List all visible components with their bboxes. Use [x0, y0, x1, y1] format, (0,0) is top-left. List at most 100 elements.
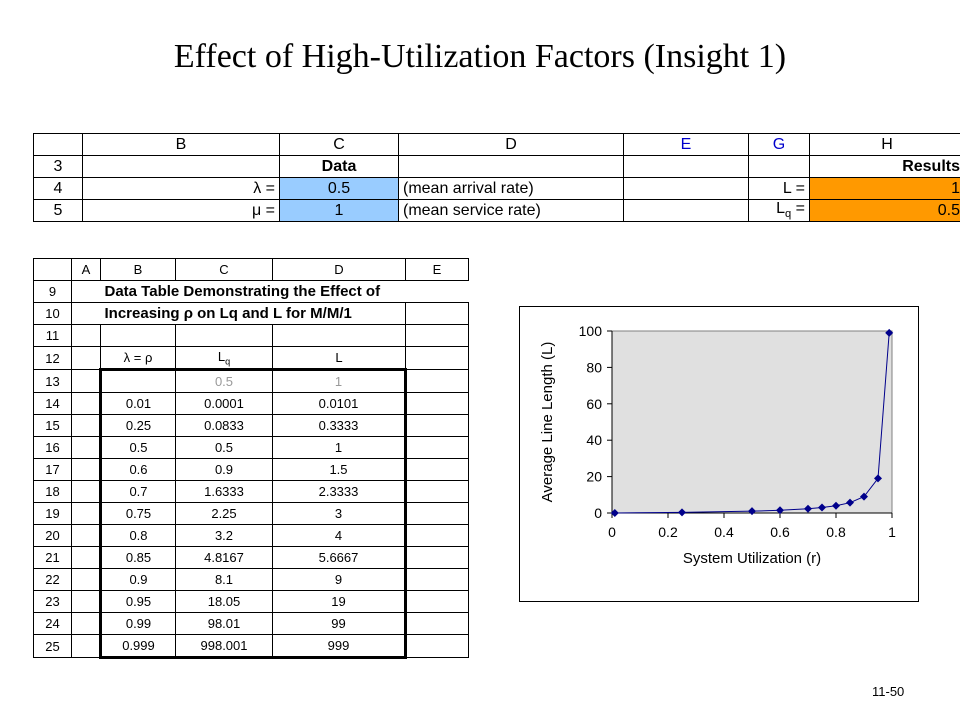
- row-number[interactable]: 18: [33, 480, 72, 503]
- row-number[interactable]: 19: [33, 502, 72, 525]
- l-cell[interactable]: 3: [272, 502, 407, 525]
- row-number[interactable]: 13: [33, 369, 72, 393]
- row-number[interactable]: 14: [33, 392, 72, 415]
- cell[interactable]: [405, 634, 469, 658]
- lq-cell[interactable]: 1.6333: [175, 480, 273, 503]
- row-number[interactable]: 24: [33, 612, 72, 635]
- rho-cell[interactable]: 0.8: [99, 524, 176, 547]
- cell[interactable]: [71, 392, 101, 415]
- lq-cell[interactable]: 8.1: [175, 568, 273, 591]
- column-header-e[interactable]: E: [623, 133, 749, 156]
- rho-cell[interactable]: 0.95: [99, 590, 176, 613]
- lq-cell[interactable]: 98.01: [175, 612, 273, 635]
- rho-cell[interactable]: 0.75: [99, 502, 176, 525]
- rho-cell[interactable]: 0.25: [99, 414, 176, 437]
- cell[interactable]: [405, 546, 469, 569]
- column-header-e[interactable]: E: [405, 258, 469, 281]
- results-heading-cell[interactable]: Results: [809, 155, 960, 178]
- cell[interactable]: [405, 392, 469, 415]
- row-number[interactable]: 4: [33, 177, 83, 200]
- row-number[interactable]: 10: [33, 302, 72, 325]
- cell[interactable]: [71, 414, 101, 437]
- lambda-label-cell[interactable]: λ =: [82, 177, 280, 200]
- row-number[interactable]: 3: [33, 155, 83, 178]
- lq-cell[interactable]: 0.9: [175, 458, 273, 481]
- cell[interactable]: [405, 324, 469, 347]
- cell[interactable]: [405, 480, 469, 503]
- cell[interactable]: [748, 155, 810, 178]
- rho-cell[interactable]: 0.999: [99, 634, 176, 659]
- table-title-line-1[interactable]: Data Table Demonstrating the Effect of: [100, 280, 469, 303]
- l-result-cell[interactable]: 1: [809, 177, 960, 200]
- cell[interactable]: [405, 612, 469, 635]
- cell[interactable]: [71, 590, 101, 613]
- l-cell[interactable]: 19: [272, 590, 407, 613]
- column-header-c[interactable]: C: [175, 258, 273, 281]
- column-header-a[interactable]: A: [71, 258, 101, 281]
- cell[interactable]: [405, 414, 469, 437]
- cell[interactable]: [175, 324, 273, 347]
- lq-cell[interactable]: 0.5: [175, 436, 273, 459]
- column-header-h[interactable]: H: [809, 133, 960, 156]
- row-number[interactable]: 11: [33, 324, 72, 347]
- cell[interactable]: [272, 324, 406, 347]
- cell[interactable]: [405, 568, 469, 591]
- lq-cell[interactable]: 3.2: [175, 524, 273, 547]
- column-header-b[interactable]: B: [100, 258, 176, 281]
- row-number[interactable]: 20: [33, 524, 72, 547]
- cell[interactable]: [82, 155, 280, 178]
- cell[interactable]: [71, 524, 101, 547]
- mu-input-cell[interactable]: 1: [279, 199, 399, 222]
- data-heading-cell[interactable]: Data: [279, 155, 399, 178]
- cell[interactable]: [100, 324, 176, 347]
- row-number[interactable]: 15: [33, 414, 72, 437]
- row-number[interactable]: 25: [33, 634, 72, 658]
- lq-cell[interactable]: 2.25: [175, 502, 273, 525]
- l-cell[interactable]: 1: [272, 436, 407, 459]
- cell[interactable]: [71, 369, 101, 393]
- lq-formula-cell[interactable]: 0.5: [175, 368, 273, 393]
- column-header-d[interactable]: D: [272, 258, 406, 281]
- line-length-chart[interactable]: 0 20 40 60 80 100 0 0.2 0.4 0.6 0.8 1 System Utili…: [519, 306, 919, 602]
- l-cell[interactable]: 4: [272, 524, 407, 547]
- l-cell[interactable]: 0.0101: [272, 392, 407, 415]
- corner-cell[interactable]: [33, 133, 83, 156]
- l-cell[interactable]: 0.3333: [272, 414, 407, 437]
- rho-cell[interactable]: 0.5: [99, 436, 176, 459]
- cell[interactable]: [398, 155, 624, 178]
- lq-header-cell[interactable]: Lq: [175, 346, 273, 370]
- lq-label-cell[interactable]: Lq =: [748, 199, 810, 222]
- column-header-c[interactable]: C: [279, 133, 399, 156]
- cell[interactable]: [71, 280, 101, 303]
- lambda-input-cell[interactable]: 0.5: [279, 177, 399, 200]
- rho-header-cell[interactable]: λ = ρ: [100, 346, 176, 370]
- cell[interactable]: [71, 302, 101, 325]
- column-header-b[interactable]: B: [82, 133, 280, 156]
- column-header-d[interactable]: D: [398, 133, 624, 156]
- corner-cell[interactable]: [33, 258, 72, 281]
- cell[interactable]: [623, 199, 749, 222]
- row-number[interactable]: 21: [33, 546, 72, 569]
- cell[interactable]: [405, 524, 469, 547]
- l-cell[interactable]: 5.6667: [272, 546, 407, 569]
- cell[interactable]: [405, 369, 469, 393]
- rho-cell[interactable]: 0.99: [99, 612, 176, 635]
- row-number[interactable]: 17: [33, 458, 72, 481]
- l-label-cell[interactable]: L =: [748, 177, 810, 200]
- row-number[interactable]: 23: [33, 590, 72, 613]
- l-header-cell[interactable]: L: [272, 346, 406, 370]
- column-header-g[interactable]: G: [748, 133, 810, 156]
- cell[interactable]: [405, 502, 469, 525]
- arrival-rate-note[interactable]: (mean arrival rate): [398, 177, 624, 200]
- cell[interactable]: [405, 436, 469, 459]
- row-number[interactable]: 12: [33, 346, 72, 370]
- service-rate-note[interactable]: (mean service rate): [398, 199, 624, 222]
- cell[interactable]: [71, 346, 101, 370]
- row-number[interactable]: 9: [33, 280, 72, 303]
- lq-cell[interactable]: 0.0833: [175, 414, 273, 437]
- lq-result-cell[interactable]: 0.5: [809, 199, 960, 222]
- l-cell[interactable]: 9: [272, 568, 407, 591]
- l-cell[interactable]: 999: [272, 634, 407, 659]
- cell[interactable]: [99, 368, 176, 393]
- rho-cell[interactable]: 0.9: [99, 568, 176, 591]
